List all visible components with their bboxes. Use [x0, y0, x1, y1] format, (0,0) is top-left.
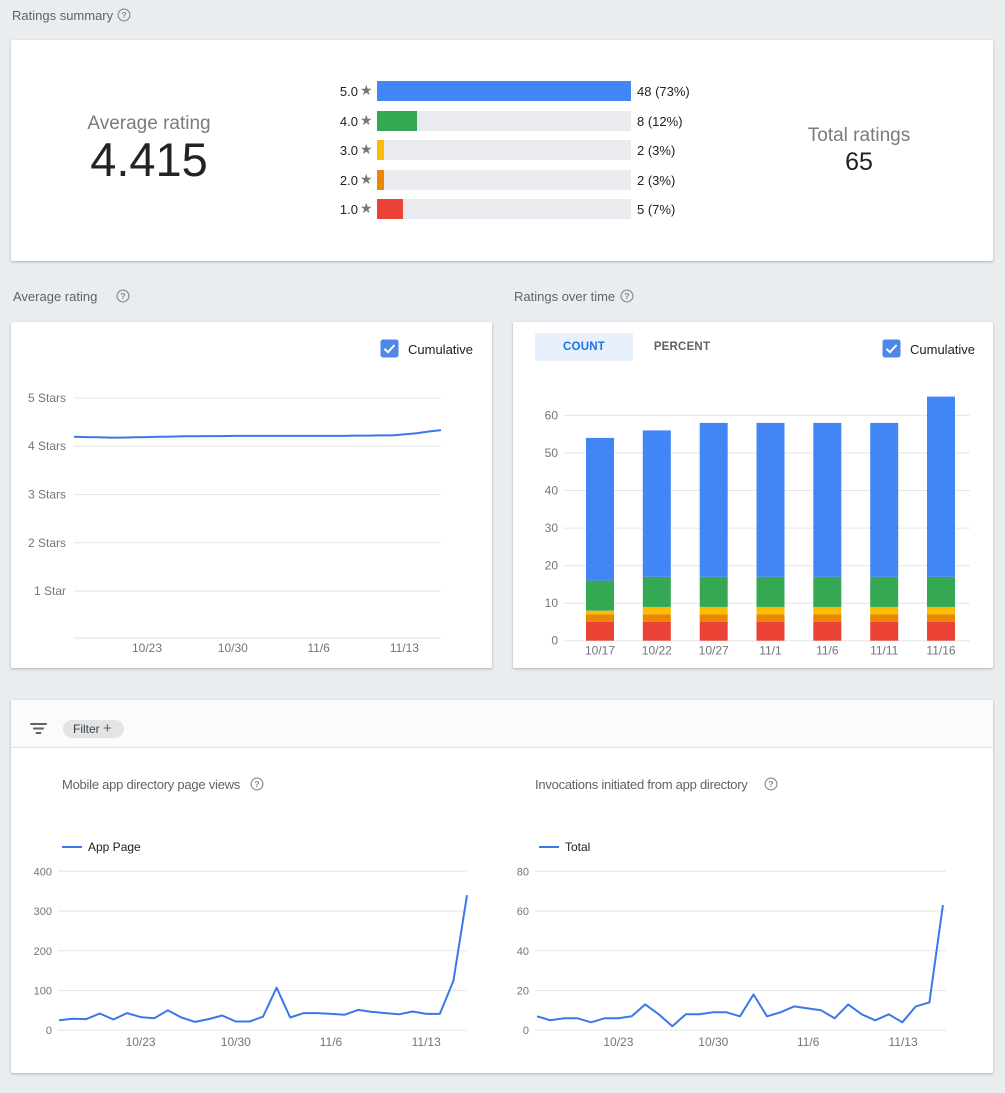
svg-text:11/13: 11/13 [390, 641, 419, 655]
svg-text:0: 0 [551, 634, 558, 648]
svg-text:Total: Total [565, 840, 590, 854]
svg-text:11/6: 11/6 [307, 641, 330, 655]
svg-text:10/22: 10/22 [642, 644, 672, 658]
svg-text:3 Stars: 3 Stars [28, 488, 66, 502]
svg-text:80: 80 [517, 866, 529, 878]
svg-text:10/23: 10/23 [126, 1035, 156, 1049]
svg-text:200: 200 [34, 946, 52, 958]
svg-text:60: 60 [517, 906, 529, 918]
svg-text:11/11: 11/11 [870, 644, 899, 658]
svg-text:40: 40 [517, 946, 529, 958]
svg-text:10/23: 10/23 [132, 641, 162, 655]
svg-text:5 Stars: 5 Stars [28, 391, 66, 405]
svg-text:?: ? [624, 291, 629, 301]
svg-text:?: ? [120, 291, 125, 301]
svg-text:10/27: 10/27 [699, 644, 729, 658]
svg-text:10: 10 [545, 596, 559, 610]
svg-text:30: 30 [545, 521, 559, 535]
svg-text:0: 0 [46, 1025, 52, 1037]
svg-text:0: 0 [523, 1025, 529, 1037]
svg-text:11/13: 11/13 [412, 1035, 441, 1049]
svg-text:400: 400 [34, 866, 52, 878]
svg-text:40: 40 [545, 484, 559, 498]
svg-text:11/1: 11/1 [759, 644, 782, 658]
svg-text:11/16: 11/16 [926, 644, 955, 658]
svg-text:11/6: 11/6 [320, 1035, 343, 1049]
svg-text:50: 50 [545, 446, 559, 460]
svg-text:10/23: 10/23 [603, 1035, 633, 1049]
svg-text:?: ? [254, 779, 259, 789]
svg-text:App Page: App Page [88, 840, 141, 854]
svg-text:10/30: 10/30 [698, 1035, 728, 1049]
svg-text:60: 60 [545, 408, 559, 422]
svg-text:11/6: 11/6 [797, 1035, 820, 1049]
svg-text:20: 20 [517, 986, 529, 998]
svg-text:1 Star: 1 Star [34, 584, 66, 598]
svg-text:?: ? [768, 779, 773, 789]
svg-text:11/6: 11/6 [816, 644, 839, 658]
svg-text:2 Stars: 2 Stars [28, 536, 66, 550]
svg-text:20: 20 [545, 559, 559, 573]
svg-text:300: 300 [34, 906, 52, 918]
svg-text:100: 100 [34, 986, 52, 998]
svg-text:10/17: 10/17 [585, 644, 615, 658]
svg-text:11/13: 11/13 [889, 1035, 918, 1049]
svg-text:4 Stars: 4 Stars [28, 439, 66, 453]
svg-text:10/30: 10/30 [218, 641, 248, 655]
svg-text:?: ? [121, 10, 126, 20]
svg-text:10/30: 10/30 [221, 1035, 251, 1049]
